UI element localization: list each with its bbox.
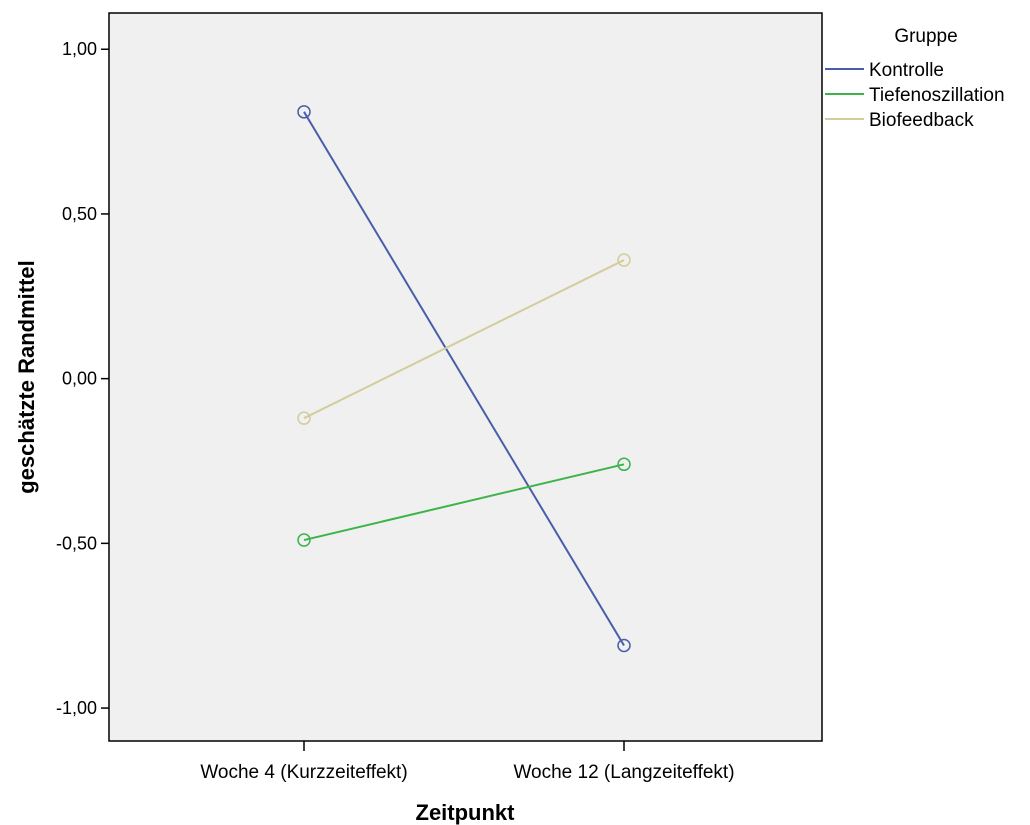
data-point-biofeedback	[297, 411, 311, 425]
series-layer	[297, 105, 631, 653]
x-tick-label: Woche 4 (Kurzzeiteffekt)	[200, 762, 407, 783]
x-axis-ticks: Woche 4 (Kurzzeiteffekt) Woche 12 (Langze…	[200, 741, 735, 783]
y-axis-title: geschätzte Randmittel	[14, 260, 39, 494]
series-line-kontrolle	[303, 111, 625, 646]
x-axis-title: Zeitpunkt	[416, 800, 516, 825]
legend-label-biofeedback: Biofeedback	[869, 110, 974, 131]
legend-label-tiefenoszillation: Tiefenoszillation	[869, 85, 1005, 106]
legend: Gruppe Kontrolle Tiefenoszillation Biofeed…	[825, 26, 1005, 131]
y-tick-label: 0,00	[62, 369, 97, 389]
y-tick-label: -0,50	[56, 533, 97, 553]
legend-title: Gruppe	[894, 26, 957, 47]
data-point-tiefenoszillation	[297, 533, 311, 547]
y-axis-ticks: 1,00 0,50 0,00 -0,50 -1,00	[56, 39, 109, 718]
legend-label-kontrolle: Kontrolle	[869, 60, 944, 81]
y-tick-label: 1,00	[62, 39, 97, 59]
data-point-kontrolle	[617, 638, 631, 653]
y-tick-label: -1,00	[56, 698, 97, 718]
series-line-tiefenoszillation	[303, 463, 625, 542]
data-point-kontrolle	[297, 105, 311, 119]
plot-area	[108, 12, 823, 742]
x-tick-label: Woche 12 (Langzeiteffekt)	[513, 762, 734, 783]
series-line-biofeedback	[303, 259, 625, 420]
y-tick-label: 0,50	[62, 204, 97, 224]
data-point-biofeedback	[617, 253, 631, 267]
data-point-tiefenoszillation	[617, 457, 631, 472]
